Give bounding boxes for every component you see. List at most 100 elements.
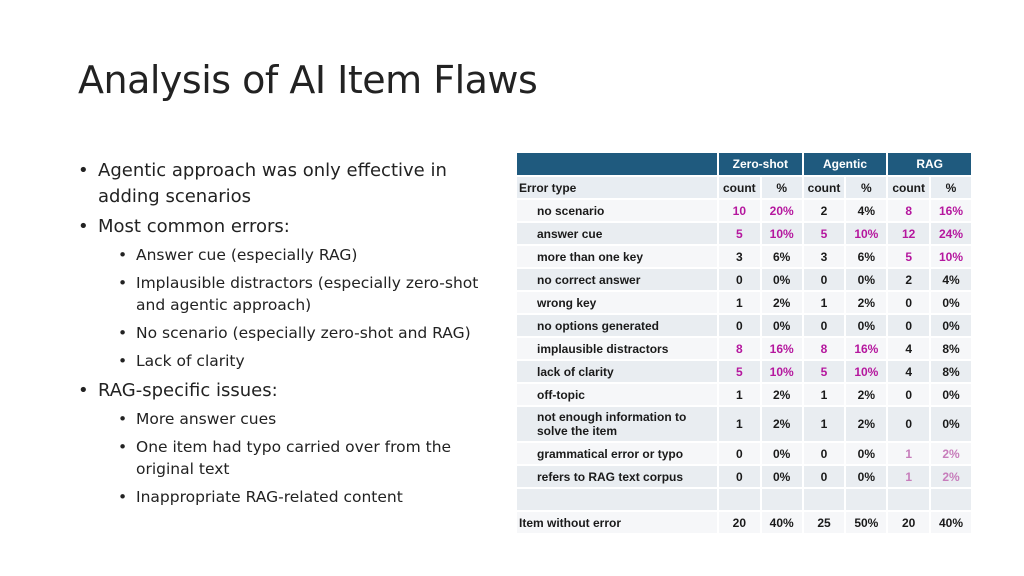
table-row: answer cue 5 10% 5 10% 12 24%	[517, 223, 974, 246]
table-row: more than one key 3 6% 3 6% 5 10%	[517, 246, 974, 269]
percent-cell: 2%	[846, 292, 889, 315]
error-type-label: wrong key	[517, 292, 719, 315]
count-cell: 1	[803, 292, 847, 315]
col-pct-header: %	[931, 177, 974, 200]
error-type-text: wrong key	[537, 295, 597, 310]
count-cell: 0	[888, 384, 932, 407]
header-corner	[517, 153, 719, 177]
col-pct-header: %	[761, 177, 804, 200]
sub-bullet-item: No scenario (especially zero-shot and RA…	[78, 322, 498, 344]
percent-cell: 0%	[931, 292, 974, 315]
group-header-rag: RAG	[888, 153, 974, 177]
count-cell: 5	[803, 361, 847, 384]
count-cell: 0	[888, 407, 932, 443]
percent-cell: 0%	[846, 466, 889, 489]
count-cell: 5	[888, 246, 932, 269]
percent-cell: 0%	[931, 315, 974, 338]
percent-cell: 10%	[846, 361, 889, 384]
count-cell: 20	[719, 512, 762, 535]
error-type-text: no options generated	[537, 318, 660, 333]
percent-cell: 10%	[931, 246, 974, 269]
count-cell: 5	[719, 361, 762, 384]
percent-cell: 4%	[931, 269, 974, 292]
group-header-zero-shot: Zero-shot	[719, 153, 804, 177]
table-row: refers to RAG text corpus 0 0% 0 0% 1 2%	[517, 466, 974, 489]
error-type-text: no scenario	[537, 203, 605, 218]
percent-cell: 0%	[846, 443, 889, 466]
count-cell: 2	[803, 200, 847, 223]
error-type-text: lack of clarity	[537, 364, 614, 379]
footer-row: Item without error 20 40% 25 50% 20 40%	[517, 512, 974, 535]
error-type-text: grammatical error or typo	[537, 446, 684, 461]
empty-cell	[517, 489, 719, 512]
percent-cell: 2%	[761, 292, 804, 315]
percent-cell: 8%	[931, 361, 974, 384]
percent-cell: 0%	[761, 443, 804, 466]
col-count-header: count	[803, 177, 847, 200]
spacer-row	[517, 489, 974, 512]
percent-cell: 16%	[931, 200, 974, 223]
percent-cell: 2%	[931, 466, 974, 489]
error-type-text: implausible distractors	[537, 341, 669, 356]
table-row: implausible distractors 8 16% 8 16% 4 8%	[517, 338, 974, 361]
empty-cell	[846, 489, 889, 512]
percent-cell: 10%	[761, 223, 804, 246]
count-cell: 4	[888, 361, 932, 384]
error-type-text: answer cue	[537, 226, 603, 241]
table-row: off-topic 1 2% 1 2% 0 0%	[517, 384, 974, 407]
count-cell: 3	[719, 246, 762, 269]
col-count-header: count	[719, 177, 762, 200]
count-cell: 1	[719, 407, 762, 443]
count-cell: 10	[719, 200, 762, 223]
percent-cell: 10%	[761, 361, 804, 384]
error-type-text: refers to RAG text corpus	[537, 469, 684, 484]
table-row: lack of clarity 5 10% 5 10% 4 8%	[517, 361, 974, 384]
percent-cell: 6%	[846, 246, 889, 269]
sub-bullet-item: Implausible distractors (especially zero…	[78, 272, 498, 316]
count-cell: 8	[803, 338, 847, 361]
percent-cell: 4%	[846, 200, 889, 223]
percent-cell: 8%	[931, 338, 974, 361]
table-row: no options generated 0 0% 0 0% 0 0%	[517, 315, 974, 338]
percent-cell: 10%	[846, 223, 889, 246]
table-row: wrong key 1 2% 1 2% 0 0%	[517, 292, 974, 315]
count-cell: 0	[888, 292, 932, 315]
percent-cell: 0%	[931, 384, 974, 407]
percent-cell: 0%	[846, 315, 889, 338]
count-cell: 2	[888, 269, 932, 292]
count-cell: 1	[803, 407, 847, 443]
table-row: no scenario 10 20% 2 4% 8 16%	[517, 200, 974, 223]
count-cell: 1	[719, 292, 762, 315]
count-cell: 25	[803, 512, 847, 535]
count-cell: 0	[719, 315, 762, 338]
sub-bullet-item: One item had typo carried over from the …	[78, 436, 498, 480]
count-cell: 0	[719, 443, 762, 466]
error-type-label: not enough information to solve the item	[517, 407, 719, 443]
error-type-label: implausible distractors	[517, 338, 719, 361]
row-header-label: Error type	[517, 177, 719, 200]
count-cell: 5	[719, 223, 762, 246]
error-type-label: off-topic	[517, 384, 719, 407]
error-type-label: grammatical error or typo	[517, 443, 719, 466]
count-cell: 1	[719, 384, 762, 407]
bullet-list: Agentic approach was only effective in a…	[78, 158, 498, 514]
percent-cell: 2%	[846, 407, 889, 443]
empty-cell	[931, 489, 974, 512]
sub-bullet-item: Lack of clarity	[78, 350, 498, 372]
percent-cell: 0%	[761, 315, 804, 338]
error-type-label: lack of clarity	[517, 361, 719, 384]
sub-bullet-item: Answer cue (especially RAG)	[78, 244, 498, 266]
percent-cell: 2%	[761, 384, 804, 407]
empty-cell	[803, 489, 847, 512]
percent-cell: 24%	[931, 223, 974, 246]
error-type-label: more than one key	[517, 246, 719, 269]
percent-cell: 16%	[846, 338, 889, 361]
percent-cell: 6%	[761, 246, 804, 269]
percent-cell: 40%	[761, 512, 804, 535]
error-type-label: refers to RAG text corpus	[517, 466, 719, 489]
footer-label: Item without error	[517, 512, 719, 535]
error-type-label: no correct answer	[517, 269, 719, 292]
count-cell: 0	[803, 315, 847, 338]
slide-title: Analysis of AI Item Flaws	[78, 58, 538, 102]
empty-cell	[719, 489, 762, 512]
